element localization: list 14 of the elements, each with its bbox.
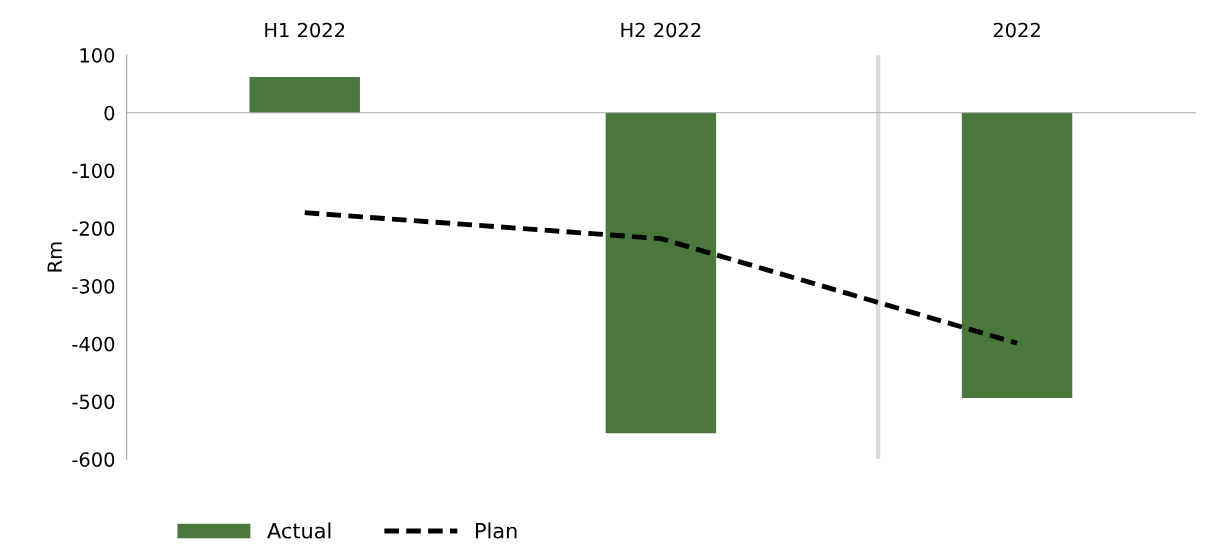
y-tick-label: -200 [72,221,115,236]
y-tick-label: -400 [72,336,115,352]
y-axis-title: Rm [47,242,62,272]
y-tick-label: -300 [72,278,115,294]
y-tick-label: -600 [72,452,115,467]
x-tick-label: H2 2022 [621,22,701,38]
x-tick-label: H1 2022 [265,22,345,38]
legend-label: Actual [267,522,331,539]
y-tick-label: -500 [72,394,115,410]
legend-label: Plan [476,522,517,539]
x-tick-label: 2022 [993,22,1040,38]
y-tick-label: -100 [72,163,115,179]
y-tick-label: 100 [80,48,115,63]
y-tick-label: 0 [104,105,115,121]
